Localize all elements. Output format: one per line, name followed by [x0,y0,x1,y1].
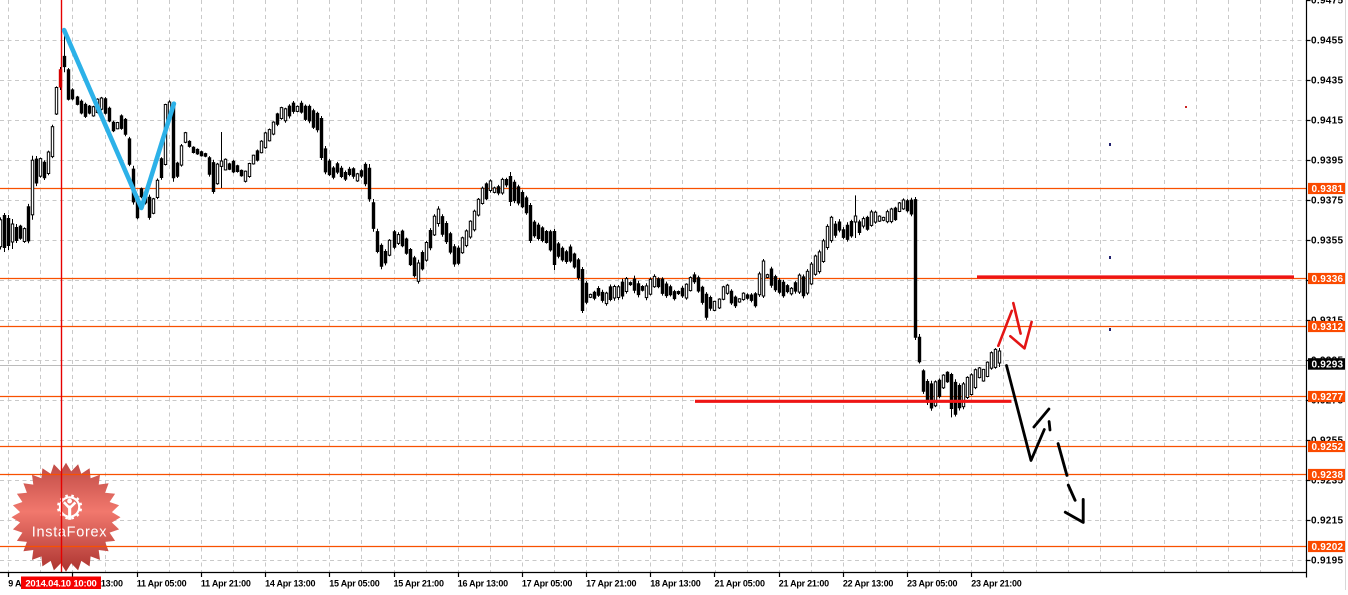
svg-text:22 Apr 13:00: 22 Apr 13:00 [843,579,893,589]
svg-text:0.9415: 0.9415 [1311,115,1344,126]
svg-text:0.9375: 0.9375 [1311,195,1344,206]
svg-text:18 Apr 13:00: 18 Apr 13:00 [650,579,700,589]
svg-text:0.9235: 0.9235 [1311,475,1344,486]
svg-text:23 Apr 21:00: 23 Apr 21:00 [971,579,1021,589]
svg-text:0.9195: 0.9195 [1311,555,1344,566]
svg-text:11 Apr 21:00: 11 Apr 21:00 [201,579,251,589]
svg-text:0.9435: 0.9435 [1311,75,1344,86]
svg-text:17 Apr 21:00: 17 Apr 21:00 [586,579,636,589]
svg-text:0.9381: 0.9381 [1312,184,1344,195]
svg-text:0.9252: 0.9252 [1312,442,1344,453]
svg-text:0.9293: 0.9293 [1312,359,1344,370]
svg-text:0.9395: 0.9395 [1311,155,1344,166]
svg-text:0.9202: 0.9202 [1312,542,1344,553]
svg-text:21 Apr 21:00: 21 Apr 21:00 [779,579,829,589]
svg-text:0.9277: 0.9277 [1312,392,1344,403]
svg-text:11 Apr 05:00: 11 Apr 05:00 [137,579,187,589]
svg-text:21 Apr 05:00: 21 Apr 05:00 [715,579,765,589]
svg-text:15 Apr 21:00: 15 Apr 21:00 [394,579,444,589]
svg-text:0.9355: 0.9355 [1311,235,1344,246]
svg-text:2014.04.10 10:00: 2014.04.10 10:00 [25,579,96,590]
svg-text:0.9336: 0.9336 [1312,274,1344,285]
svg-text:16 Apr 13:00: 16 Apr 13:00 [458,579,508,589]
svg-text:0.9475: 0.9475 [1311,0,1344,6]
svg-text:0.9215: 0.9215 [1311,515,1344,526]
svg-text:23 Apr 05:00: 23 Apr 05:00 [907,579,957,589]
svg-text:0.9238: 0.9238 [1312,470,1344,481]
svg-text:17 Apr 05:00: 17 Apr 05:00 [522,579,572,589]
svg-text:14 Apr 13:00: 14 Apr 13:00 [265,579,315,589]
svg-text:15 Apr 05:00: 15 Apr 05:00 [329,579,379,589]
svg-text:InstaForex: InstaForex [32,525,108,541]
svg-text:0.9312: 0.9312 [1312,322,1344,333]
svg-text:0.9455: 0.9455 [1311,35,1344,46]
